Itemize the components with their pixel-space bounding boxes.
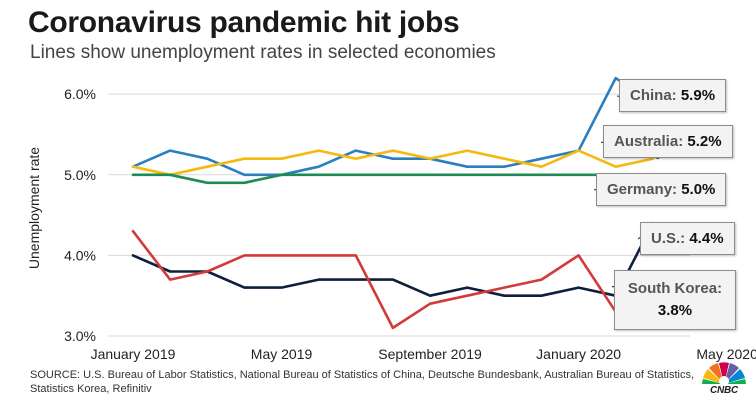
callout-us-name: U.S.: <box>651 230 686 247</box>
callout-china-name: China: <box>630 87 677 104</box>
chart-subtitle: Lines show unemployment rates in selecte… <box>30 42 496 63</box>
y-tick-label: 3.0% <box>64 328 96 344</box>
source-note: SOURCE: U.S. Bureau of Labor Statistics,… <box>30 369 695 395</box>
callout-australia-value: 5.2% <box>687 133 722 150</box>
y-tick-label: 5.0% <box>64 167 96 183</box>
series-line-germany <box>131 173 655 185</box>
chart-title: Coronavirus pandemic hit jobs <box>28 6 460 39</box>
callout-germany: Germany: 5.0% <box>596 173 727 206</box>
callout-germany-value: 5.0% <box>681 181 716 198</box>
cnbc-logo: CNBC <box>700 360 748 398</box>
x-tick-label: September 2019 <box>378 346 482 362</box>
callout-south-korea-name: South Korea: <box>627 280 723 297</box>
series-line-south-korea <box>131 229 655 330</box>
y-tick-label: 4.0% <box>64 247 96 263</box>
callout-china-value: 5.9% <box>680 87 716 104</box>
callout-south-korea-value: 3.8% <box>657 302 693 319</box>
callout-us-value: 4.4% <box>689 230 724 247</box>
callout-south-korea: South Korea: 3.8% <box>614 270 736 330</box>
callout-germany-name: Germany: <box>607 181 678 198</box>
series-line-china <box>131 76 655 177</box>
callout-australia-name: Australia: <box>614 133 684 150</box>
y-axis-label: Unemployment rate <box>26 146 42 270</box>
x-tick-label: May 2020 <box>696 346 756 362</box>
nbc-peacock-icon <box>702 362 746 386</box>
callout-china: China: 5.9% <box>619 79 727 112</box>
x-tick-label: January 2019 <box>91 346 176 362</box>
series-line-australia <box>131 149 655 177</box>
x-tick-label: January 2020 <box>536 346 621 362</box>
callout-australia: Australia: 5.2% <box>603 125 733 158</box>
y-tick-label: 6.0% <box>64 86 96 102</box>
x-tick-label: May 2019 <box>251 346 313 362</box>
callout-us: U.S.: 4.4% <box>640 222 735 255</box>
series-line-u-s <box>131 221 655 298</box>
cnbc-logo-text: CNBC <box>709 385 739 396</box>
